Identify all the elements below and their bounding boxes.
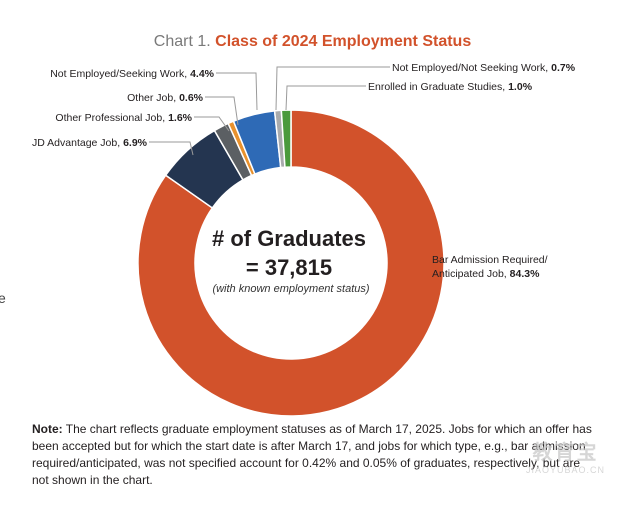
slice-label: Other Job, 0.6% — [127, 92, 204, 104]
chart-title-main: Class of 2024 Employment Status — [215, 33, 472, 50]
watermark-main: 教育宝 — [532, 442, 599, 464]
watermark-sub: JIAOYUBAO.CN — [525, 465, 605, 475]
slice-label: Not Employed/Seeking Work, 4.4% — [50, 68, 214, 80]
leader-line — [285, 85, 366, 111]
cropped-edge-text: e — [0, 290, 6, 306]
slice-bar-admission-required-anticipated-job — [137, 109, 445, 417]
leader-line — [275, 66, 390, 111]
center-line-1: # of Graduates — [212, 226, 366, 251]
slice-labels: Bar Admission Required/Anticipated Job, … — [32, 62, 576, 280]
chart-title: Chart 1. Class of 2024 Employment Status — [0, 33, 625, 51]
slice-label: Other Professional Job, 1.6% — [55, 112, 192, 124]
note-text: The chart reflects graduate employment s… — [32, 422, 592, 487]
leader-line — [205, 96, 239, 126]
center-line-3: (with known employment status) — [212, 283, 369, 295]
chart-note: Note: The chart reflects graduate employ… — [32, 421, 592, 489]
slice-label: Enrolled in Graduate Studies, 1.0% — [368, 81, 533, 93]
leader-line — [194, 116, 230, 132]
donut-slices — [137, 109, 445, 417]
slice-enrolled-in-graduate-studies — [280, 109, 292, 168]
slice-label: Not Employed/Not Seeking Work, 0.7% — [392, 62, 576, 74]
note-label: Note: — [32, 422, 63, 436]
leader-line — [149, 141, 194, 156]
center-line-2: = 37,815 — [246, 255, 332, 280]
slice-label: JD Advantage Job, 6.9% — [32, 137, 148, 149]
slice-label: Bar Admission Required/Anticipated Job, … — [432, 254, 548, 280]
watermark: 教育宝 JIAOYUBAO.CN — [526, 436, 605, 475]
center-text: # of Graduates = 37,815 (with known empl… — [212, 226, 370, 295]
leader-line — [216, 72, 258, 111]
chart-title-prefix: Chart 1. — [153, 33, 211, 50]
